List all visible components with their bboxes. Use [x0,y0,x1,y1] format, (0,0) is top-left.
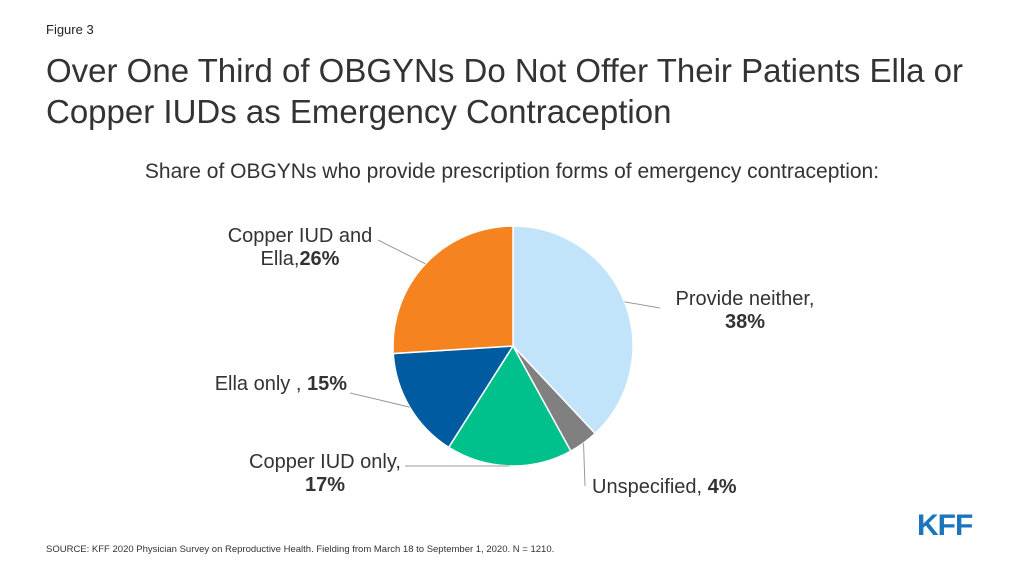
figure-label: Figure 3 [46,22,94,37]
pie-slice [447,344,572,467]
leader-line [377,239,426,265]
pie-slice [392,345,515,449]
slice-label: Ella only , 15% [215,373,348,395]
kff-logo: KFF [917,509,973,542]
slice-label: Unspecified, 4% [592,476,737,498]
chart-title: Over One Third of OBGYNs Do Not Offer Th… [46,52,964,130]
slice-label: Provide neither, 38% [676,288,815,333]
leader-line [583,443,586,487]
slice-label: Copper IUD and Ella,26% [228,225,373,270]
leader-line [624,301,661,309]
chart-subtitle: Share of OBGYNs who provide prescription… [144,160,880,183]
pie-slice [392,225,514,355]
slice-label: Copper IUD only, 17% [249,451,401,496]
source-note: SOURCE: KFF 2020 Physician Survey on Rep… [46,544,555,555]
leader-line [349,392,410,408]
